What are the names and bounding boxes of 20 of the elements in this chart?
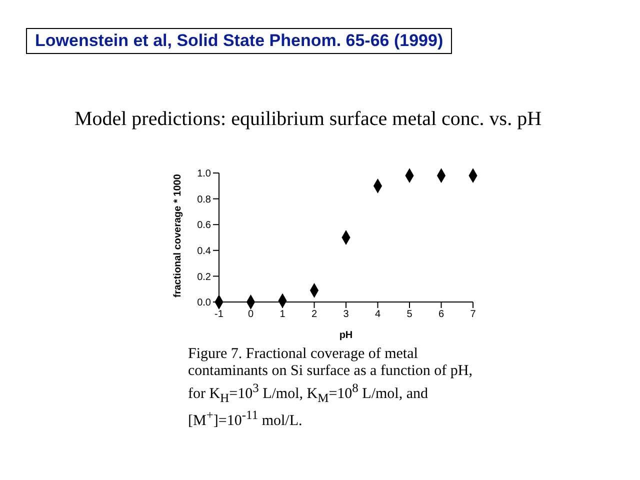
x-tick-label: 0 bbox=[248, 309, 254, 320]
y-tick-label: 0.4 bbox=[197, 246, 212, 257]
y-tick-label: 0.2 bbox=[197, 272, 212, 283]
y-tick-label: 0.8 bbox=[197, 194, 212, 206]
x-tick-label: 1 bbox=[280, 309, 286, 320]
x-tick-label: 6 bbox=[438, 309, 444, 320]
x-axis-title: pH bbox=[339, 330, 353, 341]
y-tick-label: 0.6 bbox=[197, 220, 212, 232]
text: Figure 7. Fractional coverage of metal contaminants on Si surface as a function of pH, for K$_{H}$=10$^{3}$ L/mol, K$_{M}$=10$^{8}$ L/mol, and [M$^{+}$]=10$^{-11}$ mol/L. bbox=[188, 346, 473, 429]
x-tick-label: -1 bbox=[214, 309, 224, 320]
x-tick-label: 3 bbox=[343, 309, 350, 320]
text: Lowenstein et al, Solid State Phenom. 65-66 (1999) bbox=[26, 28, 452, 54]
y-axis-title: fractional coverage * 1000 bbox=[172, 174, 184, 298]
x-tick-label: 2 bbox=[311, 309, 318, 320]
x-tick-label: 7 bbox=[470, 309, 476, 320]
chart-title: Model predictions: equilibrium surface metal conc. vs. pH bbox=[73, 108, 543, 131]
y-tick-label: 0.0 bbox=[197, 298, 212, 309]
y-tick-label: 1.0 bbox=[197, 168, 212, 180]
x-tick-label: 4 bbox=[374, 309, 381, 320]
x-tick-label: 5 bbox=[406, 309, 413, 320]
